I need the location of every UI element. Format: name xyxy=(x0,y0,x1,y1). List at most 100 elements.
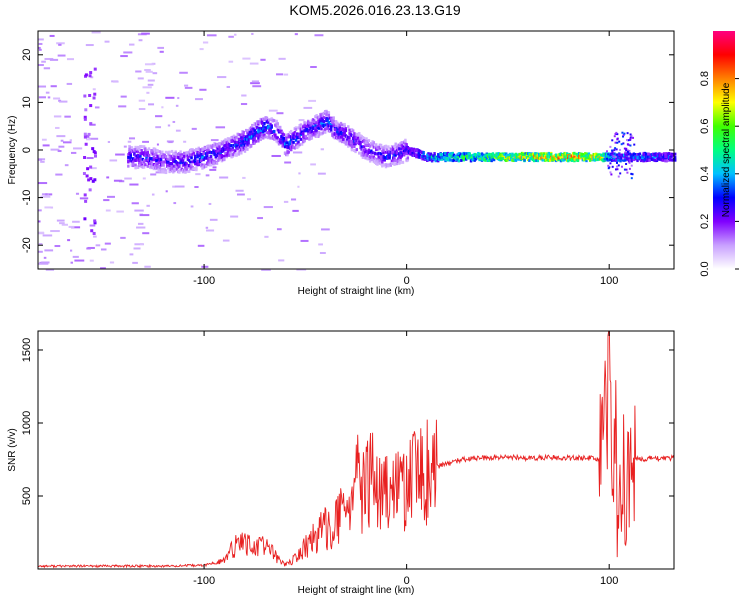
spectrogram-cell xyxy=(274,136,277,140)
spectrogram-cell xyxy=(344,134,348,138)
spectrogram-cell xyxy=(447,153,451,157)
spectrogram-cell xyxy=(326,111,329,115)
spectrogram-cell xyxy=(50,85,57,88)
spectrogram-cell xyxy=(355,141,358,145)
spectrogram-cell xyxy=(270,117,273,121)
spectrogram-cell xyxy=(587,154,591,158)
spectrogram-cell xyxy=(660,157,664,161)
spectrogram-cell xyxy=(554,155,558,159)
spectrogram-cell xyxy=(387,145,390,149)
spectrogram-cell xyxy=(317,132,321,136)
spectrogram-cell xyxy=(258,135,261,139)
spectrogram-cell xyxy=(551,156,554,160)
spectrogram-cell xyxy=(167,166,170,170)
spectrogram-cell xyxy=(254,139,258,143)
spectrogram-cell xyxy=(152,151,156,155)
spectrogram-cell xyxy=(104,242,111,245)
spectrogram-cell xyxy=(548,158,552,162)
spectrogram-cell xyxy=(152,167,156,171)
spectrogram-cell xyxy=(394,162,397,166)
spectrogram-cell xyxy=(247,128,250,132)
spectrogram-cell xyxy=(146,153,149,157)
spectrogram-cell xyxy=(311,118,315,122)
spectrogram-cell xyxy=(148,103,155,106)
spectrogram-cell xyxy=(502,154,506,158)
spectrogram-cell xyxy=(298,126,301,130)
spectrogram-cell xyxy=(630,172,633,175)
spectrogram-cell xyxy=(629,157,632,161)
y-tick-label: 20 xyxy=(21,49,33,61)
spectrogram-cell xyxy=(526,152,530,156)
spectrogram-cell xyxy=(460,152,463,156)
spectrogram-cell xyxy=(404,143,407,147)
spectrogram-cell xyxy=(208,163,211,167)
spectrogram-cell xyxy=(144,265,151,268)
spectrogram-cell xyxy=(92,150,96,154)
spectrogram-cell xyxy=(204,154,208,158)
spectrogram-cell xyxy=(274,123,277,127)
spectrogram-cell xyxy=(321,117,324,121)
spectrogram-cell xyxy=(134,166,137,170)
spectrogram-cell xyxy=(447,158,451,162)
spectrogram-cell xyxy=(129,154,132,158)
spectrogram-cell xyxy=(370,158,373,162)
spectrogram-cell xyxy=(234,138,237,142)
spectrogram-cell xyxy=(176,155,180,159)
spectrogram-cell xyxy=(56,135,66,138)
spectrogram-cell xyxy=(296,268,307,271)
spectrogram-cell xyxy=(144,163,147,167)
spectrogram-cell xyxy=(278,259,285,262)
figure-title: KOM5.2026.016.23.13.G19 xyxy=(289,2,460,18)
spectrogram-cell xyxy=(546,158,549,162)
spectrogram-cell xyxy=(642,159,645,163)
spectrogram-cell xyxy=(162,153,165,157)
spectrogram-cell xyxy=(517,153,520,157)
spectrogram-cell xyxy=(238,144,242,148)
spectrogram-cell xyxy=(274,133,277,137)
spectrogram-cell xyxy=(240,151,243,155)
x-tick-label: 100 xyxy=(600,575,618,587)
spectrogram-cell xyxy=(547,158,551,162)
spectrogram-cell xyxy=(393,162,396,166)
spectrogram-cell xyxy=(410,150,413,154)
spectrogram-cell xyxy=(61,223,68,226)
spectrogram-cell xyxy=(399,142,402,146)
spectrogram-cell xyxy=(205,174,210,177)
spectrogram-cell xyxy=(598,154,602,158)
spectrogram-cell xyxy=(218,156,221,160)
spectrogram-cell xyxy=(529,156,532,160)
spectrogram-cell xyxy=(231,138,235,142)
spectrogram-cell xyxy=(219,157,222,161)
spectrogram-cell xyxy=(395,146,399,150)
spectrogram-cell xyxy=(215,142,219,146)
spectrogram-cell xyxy=(179,168,182,172)
spectrogram-cell xyxy=(545,152,548,156)
spectrogram-cell xyxy=(299,123,303,127)
spectrogram-cell xyxy=(375,143,378,147)
spectrogram-cell xyxy=(120,55,128,58)
spectrogram-cell xyxy=(219,156,222,160)
spectrogram-cell xyxy=(191,148,194,152)
spectrogram-cell xyxy=(259,117,262,121)
spectrogram-cell xyxy=(406,149,410,153)
spectrogram-cell xyxy=(255,132,259,136)
spectrogram-cell xyxy=(314,132,317,136)
spectrogram-cell xyxy=(624,152,627,156)
spectrogram-cell xyxy=(196,163,199,167)
spectrogram-cell xyxy=(38,42,43,45)
spectrogram-cell xyxy=(360,136,363,140)
spectrogram-cell xyxy=(540,156,543,160)
spectrogram-cell xyxy=(669,156,672,160)
spectrogram-cell xyxy=(88,137,99,140)
spectrogram-cell xyxy=(647,152,650,156)
spectrogram-cell xyxy=(332,116,335,120)
spectrogram-cell xyxy=(473,152,476,156)
spectrogram-cell xyxy=(457,159,461,163)
spectrogram-cell xyxy=(300,239,309,242)
spectrogram-cell xyxy=(178,156,181,160)
spectrogram-cell xyxy=(131,164,135,168)
spectrogram-cell xyxy=(181,161,185,165)
spectrogram-cell xyxy=(201,147,204,151)
spectrogram-cell xyxy=(571,152,575,156)
spectrogram-cell xyxy=(373,145,377,149)
